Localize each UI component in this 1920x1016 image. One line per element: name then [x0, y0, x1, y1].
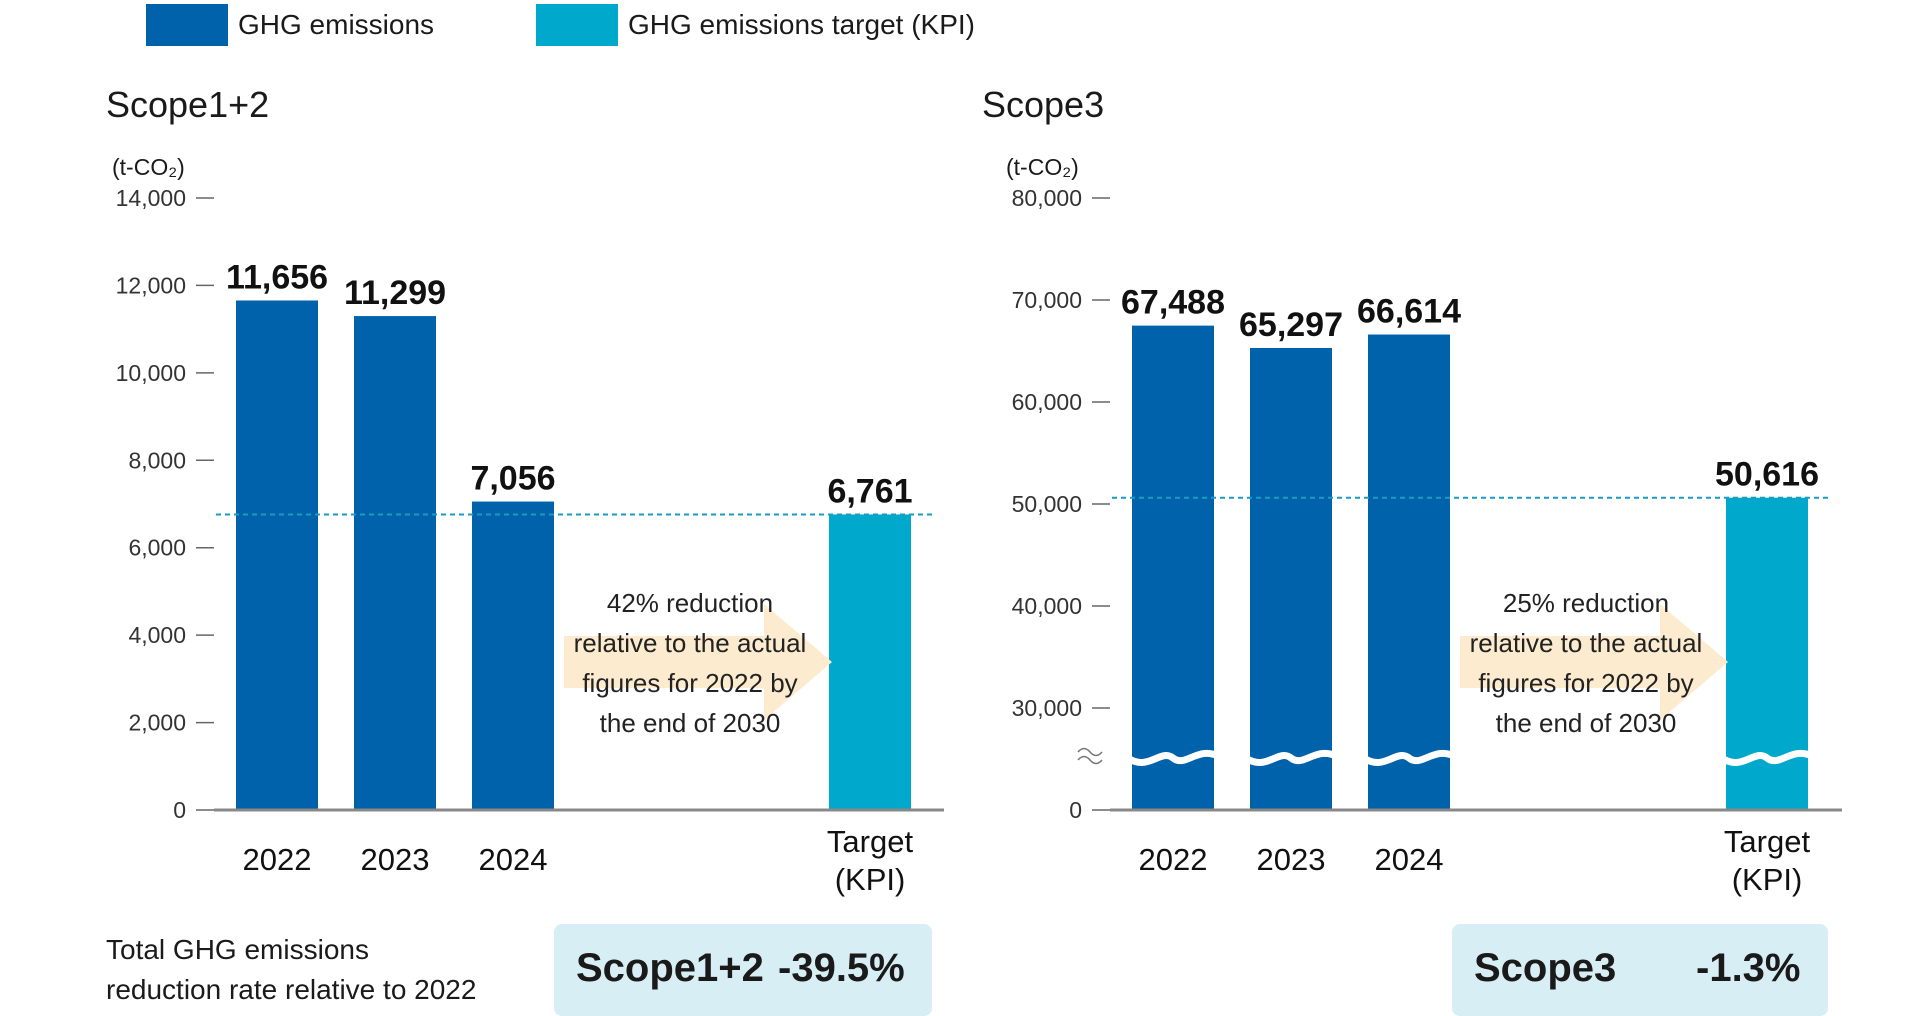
legend-label-actual: GHG emissions — [238, 9, 435, 40]
summary-caption-line1: Total GHG emissions — [106, 934, 369, 965]
bar-break-wave — [1362, 750, 1456, 766]
summary-scope12-value: -39.5% — [778, 946, 905, 990]
reduction-annotation: figures for 2022 by — [1478, 668, 1693, 698]
summary-scope12-label: Scope1+2 — [576, 946, 764, 990]
data-label: 66,614 — [1357, 293, 1461, 331]
summary-caption: Total GHG emissions reduction rate relat… — [106, 930, 476, 1010]
bar-2023 — [354, 316, 436, 810]
legend-swatch-actual — [146, 4, 228, 46]
y-tick-label: 4,000 — [128, 622, 186, 648]
data-label: 6,761 — [827, 472, 912, 510]
reduction-annotation: 25% reduction — [1503, 588, 1669, 618]
data-label: 11,656 — [226, 258, 328, 296]
axis-break-mark — [1077, 755, 1103, 765]
summary-caption-line2: reduction rate relative to 2022 — [106, 974, 477, 1005]
y-tick-label: 80,000 — [1012, 185, 1082, 211]
data-label: 50,616 — [1715, 456, 1819, 494]
legend-swatch-target — [536, 4, 618, 46]
bar-2022 — [1132, 325, 1214, 810]
y-tick-label: 70,000 — [1012, 287, 1082, 313]
y-tick-label: 60,000 — [1012, 389, 1082, 415]
chart-title-scope3: Scope3 — [982, 84, 1105, 125]
summary-scope3-value: -1.3% — [1696, 946, 1801, 990]
x-tick-label: 2024 — [479, 842, 548, 877]
y-tick-label: 30,000 — [1012, 695, 1082, 721]
x-tick-label: 2022 — [1139, 842, 1208, 877]
x-tick-label-target: Target — [827, 824, 914, 859]
bar-break-wave — [1126, 750, 1220, 766]
y-tick-label: 2,000 — [128, 710, 186, 736]
summary-scope3-label: Scope3 — [1474, 946, 1617, 990]
bar-break-wave — [1720, 750, 1814, 766]
bar-2023 — [1250, 347, 1332, 810]
x-tick-label-target: (KPI) — [835, 862, 906, 897]
bar-2024 — [472, 501, 554, 810]
data-label: 7,056 — [470, 460, 555, 498]
x-tick-label: 2023 — [1257, 842, 1326, 877]
bar-2024 — [1368, 334, 1450, 810]
axis-break-mark — [1077, 747, 1103, 757]
legend-label-target: GHG emissions target (KPI) — [628, 9, 975, 40]
bar-2022 — [236, 300, 318, 810]
y-tick-label: 6,000 — [128, 535, 186, 561]
y-tick-label: 40,000 — [1012, 593, 1082, 619]
reduction-annotation: relative to the actual — [1470, 628, 1703, 658]
x-tick-label-target: (KPI) — [1732, 862, 1803, 897]
x-tick-label-target: Target — [1724, 824, 1811, 859]
reduction-annotation: 42% reduction — [607, 588, 773, 618]
bar-break-wave — [1244, 750, 1338, 766]
y-tick-label: 10,000 — [116, 360, 186, 386]
chart-title-scope12: Scope1+2 — [106, 84, 270, 125]
data-label: 11,299 — [344, 274, 446, 312]
y-tick-label: 14,000 — [116, 185, 186, 211]
summary-box-scope3: Scope3 -1.3% — [1452, 924, 1828, 1016]
x-tick-label: 2022 — [243, 842, 312, 877]
reduction-arrow — [1460, 604, 1728, 720]
x-tick-label: 2024 — [1375, 842, 1444, 877]
reduction-annotation: the end of 2030 — [1496, 708, 1677, 738]
reduction-annotation: figures for 2022 by — [582, 668, 797, 698]
reduction-annotation: relative to the actual — [574, 628, 807, 658]
unit-label-scope3: (t-CO₂) — [1006, 154, 1079, 180]
y-tick-label: 12,000 — [116, 272, 186, 298]
data-label: 67,488 — [1121, 284, 1225, 322]
y-tick-label: 0 — [173, 797, 186, 823]
charts-canvas: 0 2,000 4,000 6,000 8,000 10,000 12,000 14,000 1… — [116, 185, 1842, 897]
y-tick-label: 0 — [1069, 797, 1082, 823]
reduction-annotation: the end of 2030 — [600, 708, 781, 738]
y-tick-label: 50,000 — [1012, 491, 1082, 517]
x-tick-label: 2023 — [361, 842, 430, 877]
data-label: 65,297 — [1239, 306, 1343, 344]
bar-target — [829, 514, 911, 810]
summary-box-scope12: Scope1+2 -39.5% — [554, 924, 932, 1016]
reduction-arrow — [564, 604, 832, 720]
unit-label-scope12: (t-CO₂) — [112, 154, 185, 180]
y-tick-label: 8,000 — [128, 447, 186, 473]
